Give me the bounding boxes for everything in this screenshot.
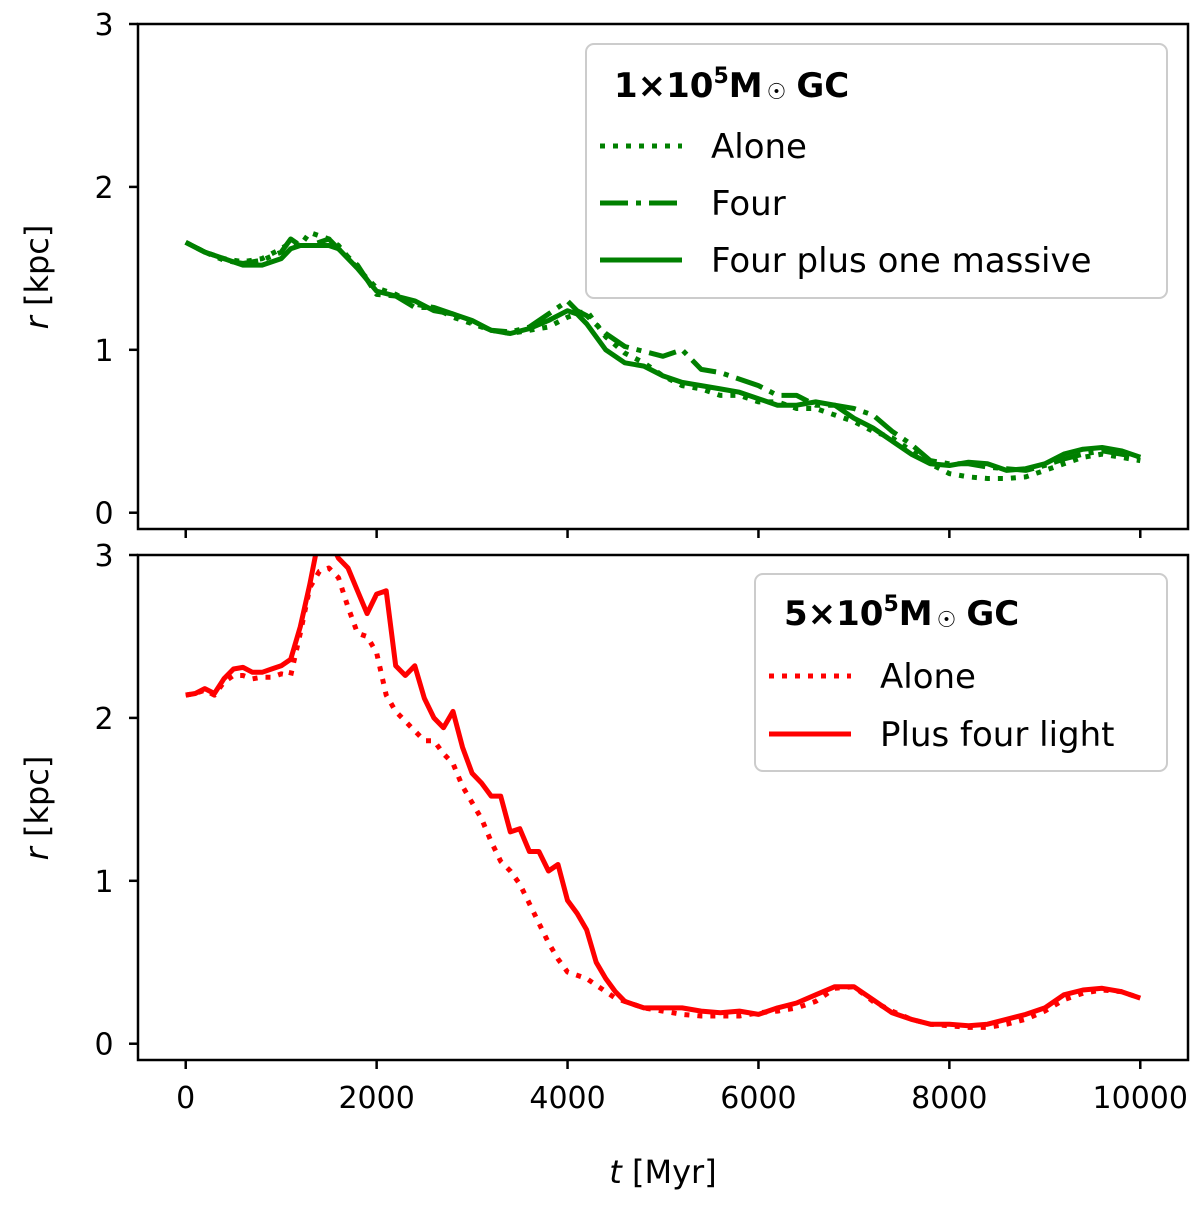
top-y-ticks: 0 1 2 3 bbox=[94, 8, 138, 532]
top-x-ticks bbox=[184, 529, 1142, 538]
x-tick-label: 2000 bbox=[338, 1081, 414, 1116]
x-tick-label: 8000 bbox=[911, 1081, 987, 1116]
x-axis-label: t [Myr] bbox=[609, 1153, 716, 1191]
bottom-y-tick-label: 0 bbox=[94, 1028, 113, 1063]
top-axes-frame bbox=[136, 22, 1190, 531]
bottom-x-ticks: 0 2000 4000 6000 8000 10000 bbox=[176, 1060, 1188, 1116]
bottom-y-tick-label: 3 bbox=[94, 539, 113, 574]
x-tick-label: 4000 bbox=[529, 1081, 605, 1116]
top-y-tick-label: 3 bbox=[94, 8, 113, 43]
top-panel: 0 1 2 3 r [kpc] 1×105M ☉ GC Alone Four Four p… bbox=[18, 8, 1190, 538]
top-legend-label-alone: Alone bbox=[711, 127, 807, 167]
bottom-y-axis-label: r [kpc] bbox=[18, 756, 56, 861]
bottom-legend: 5×105M ☉ GC Alone Plus four light bbox=[754, 573, 1168, 772]
top-series-four-plus-one-massive bbox=[184, 240, 1142, 473]
bottom-y-tick-label: 2 bbox=[94, 702, 113, 737]
bottom-legend-label-plus-four-light: Plus four light bbox=[880, 715, 1114, 755]
top-legend-label-four: Four bbox=[711, 184, 786, 224]
bottom-y-tick-label: 1 bbox=[94, 865, 113, 900]
bottom-series-plus-four-light bbox=[185, 555, 1142, 1029]
top-y-tick-label: 2 bbox=[94, 171, 113, 206]
x-tick-label: 6000 bbox=[720, 1081, 796, 1116]
bottom-y-ticks: 0 1 2 3 bbox=[94, 539, 138, 1063]
top-legend-title: 1×105M ☉ GC bbox=[614, 64, 849, 106]
x-tick-label: 10000 bbox=[1093, 1081, 1188, 1116]
x-tick-label: 0 bbox=[176, 1081, 195, 1116]
bottom-legend-title: 5×105M ☉ GC bbox=[784, 592, 1019, 634]
top-series-lines bbox=[184, 230, 1142, 481]
top-y-tick-label: 0 bbox=[94, 497, 113, 532]
bottom-panel: 0 1 2 3 0 2000 4000 6000 8000 10000 r [kpc] t [M… bbox=[18, 539, 1190, 1191]
top-legend-label-four-plus-one-massive: Four plus one massive bbox=[711, 241, 1092, 281]
bottom-axes-frame bbox=[136, 553, 1190, 1062]
top-legend: 1×105M ☉ GC Alone Four Four plus one massi… bbox=[585, 43, 1168, 299]
top-legend-box bbox=[585, 43, 1168, 299]
top-y-axis-label: r [kpc] bbox=[18, 225, 56, 330]
top-series-alone bbox=[184, 230, 1141, 481]
bottom-legend-label-alone: Alone bbox=[880, 657, 976, 697]
bottom-legend-box bbox=[754, 573, 1168, 772]
bottom-series-lines bbox=[185, 555, 1142, 1030]
top-y-tick-label: 1 bbox=[94, 334, 113, 369]
